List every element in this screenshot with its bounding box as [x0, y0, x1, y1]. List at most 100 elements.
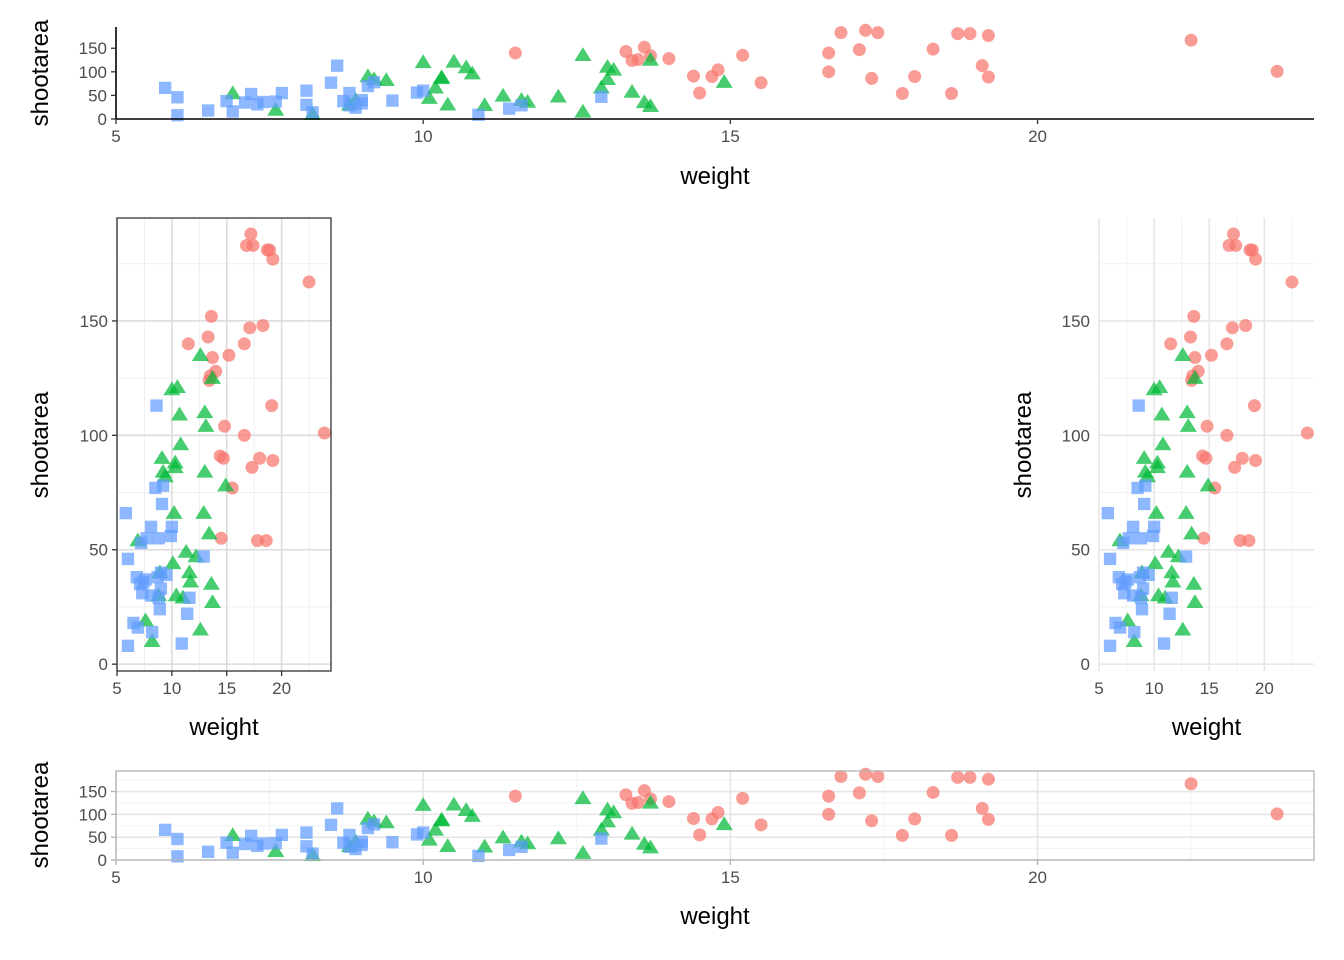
data-point-group_b — [1183, 525, 1201, 540]
data-point-group_c — [154, 582, 168, 595]
x-tick-label: 10 — [414, 868, 433, 887]
data-point-group_a — [1235, 451, 1249, 465]
data-point-group_a — [1239, 319, 1253, 333]
data-point-group_c — [119, 506, 132, 520]
data-point-group_a — [834, 769, 848, 783]
data-point-group_a — [631, 53, 645, 67]
data-point-group_a — [945, 828, 959, 842]
data-point-group_b — [592, 79, 610, 94]
data-point-group_a — [1270, 807, 1284, 821]
data-point-group_a — [895, 87, 909, 101]
data-point-group_c — [355, 93, 368, 107]
data-point-group_a — [736, 791, 750, 805]
data-point-group_c — [1103, 639, 1117, 653]
x-tick-label: 20 — [1028, 868, 1047, 887]
data-point-group_b — [1177, 505, 1195, 519]
data-point-group_b — [166, 459, 184, 474]
data-point-group_b — [420, 90, 438, 104]
data-point-group_a — [963, 27, 977, 41]
data-point-group_a — [1249, 454, 1263, 468]
data-point-group_c — [355, 835, 368, 848]
data-point-group_b — [574, 845, 592, 859]
data-point-group_a — [822, 46, 836, 60]
data-point-group_a — [895, 828, 909, 842]
y-tick-label: 150 — [79, 783, 107, 802]
y-tick-label: 150 — [80, 312, 108, 331]
data-point-group_a — [508, 789, 522, 803]
data-point-group_a — [963, 770, 977, 784]
data-point-group_b — [200, 525, 218, 540]
y-axis-title: shootarea — [1010, 391, 1037, 498]
data-point-group_c — [244, 829, 258, 842]
data-point-group_c — [1101, 506, 1114, 520]
data-point-group_c — [1103, 552, 1117, 566]
panel-bottom: 5 10 15 20 0 50 100 150 weight shootarea — [27, 761, 1315, 930]
data-point-group_b — [1199, 477, 1217, 492]
panel-border — [116, 217, 332, 672]
data-point-group_a — [1285, 275, 1299, 289]
data-point-group_a — [865, 71, 879, 85]
y-tick-label: 0 — [99, 655, 108, 674]
data-point-group_a — [859, 767, 873, 781]
data-point-group_b — [1148, 459, 1166, 474]
data-point-group_a — [981, 28, 995, 42]
data-point-group_c — [156, 479, 170, 492]
data-point-group_c — [343, 86, 356, 100]
y-tick-label: 50 — [88, 86, 107, 105]
x-axis-title: weight — [679, 163, 750, 190]
data-point-group_c — [226, 846, 239, 859]
data-point-group_c — [153, 603, 166, 616]
data-point-group_a — [852, 786, 866, 800]
data-point-group_a — [1249, 252, 1263, 266]
data-point-group_b — [494, 87, 512, 102]
data-point-group_b — [439, 96, 457, 111]
x-axis-title: weight — [188, 714, 259, 741]
data-point-group_b — [196, 404, 214, 419]
data-point-group_a — [1187, 309, 1201, 323]
data-point-group_c — [158, 81, 172, 95]
data-point-group_c — [183, 591, 196, 604]
data-point-group_c — [155, 497, 169, 511]
data-point-group_b — [165, 505, 183, 519]
data-point-group_b — [414, 797, 432, 811]
data-point-group_a — [266, 454, 280, 468]
data-point-group_b — [549, 830, 567, 845]
data-point-group_a — [1242, 534, 1256, 548]
data-point-group_b — [1178, 463, 1196, 478]
data-point-group_c — [181, 607, 194, 620]
data-point-group_c — [300, 826, 313, 839]
data-point-group_a — [1204, 348, 1218, 362]
data-point-group_c — [131, 621, 145, 634]
data-point-group_b — [494, 829, 512, 844]
data-point-group_c — [1128, 625, 1141, 639]
data-point-group_a — [1197, 531, 1211, 545]
data-point-group_a — [871, 769, 885, 783]
data-point-group_c — [1136, 582, 1150, 595]
data-point-group_c — [1134, 532, 1148, 545]
x-tick-label: 5 — [112, 679, 121, 698]
data-point-group_c — [201, 845, 215, 858]
data-point-group_a — [1200, 419, 1214, 433]
data-point-group_a — [1227, 227, 1241, 241]
data-point-group_c — [1113, 621, 1127, 634]
data-point-group_b — [267, 843, 285, 858]
data-point-group_b — [1159, 543, 1177, 558]
x-tick-label: 20 — [1028, 127, 1047, 146]
data-point-group_a — [237, 337, 251, 351]
data-point-group_c — [472, 849, 485, 863]
data-point-group_b — [1174, 621, 1192, 636]
data-point-group_b — [191, 347, 209, 361]
data-point-group_a — [1184, 33, 1198, 47]
data-point-group_b — [203, 370, 222, 384]
data-point-group_a — [951, 770, 965, 784]
data-point-group_b — [433, 70, 451, 85]
y-tick-label: 0 — [98, 110, 107, 129]
data-point-group_b — [623, 825, 641, 840]
data-point-group_b — [605, 61, 623, 76]
data-point-group_b — [1174, 347, 1192, 361]
data-point-group_b — [549, 88, 567, 103]
data-point-group_c — [503, 102, 516, 115]
data-point-group_a — [631, 795, 645, 809]
data-point-group_b — [181, 573, 200, 588]
